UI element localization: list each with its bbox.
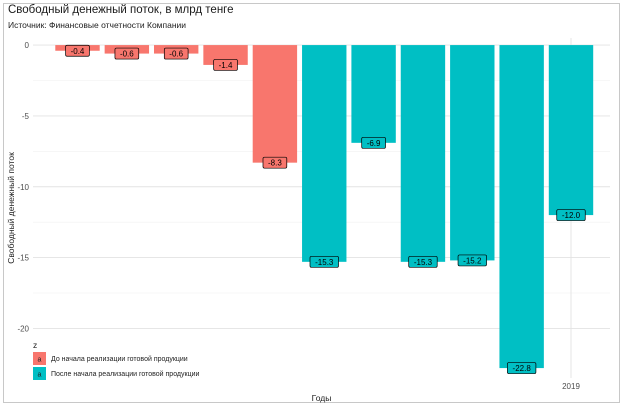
- data-label-box: [213, 59, 238, 71]
- data-label-box: [361, 136, 386, 149]
- data-label-box: [65, 44, 90, 57]
- bar: [302, 45, 347, 262]
- y-axis-title: Свободный денежный поток: [6, 152, 16, 264]
- legend-title: z: [33, 340, 37, 350]
- data-label-box: [408, 255, 438, 268]
- x-tick-label: 2019: [562, 382, 580, 391]
- bar: [252, 45, 298, 163]
- data-label: -15.3: [414, 258, 433, 267]
- data-label: -22.8: [513, 364, 532, 373]
- data-label: -6.9: [367, 139, 381, 148]
- bar: [548, 45, 594, 216]
- legend-swatch: [33, 367, 46, 380]
- data-label: -8.3: [268, 159, 282, 168]
- bar: [499, 45, 544, 369]
- data-label-box: [262, 156, 288, 169]
- y-tick-label: -20: [17, 324, 29, 333]
- y-tick-label: 0: [25, 41, 30, 50]
- data-label: -12.0: [562, 211, 581, 220]
- legend-swatch-glyph: a: [38, 372, 42, 379]
- data-label: -0.4: [71, 47, 85, 56]
- legend-label: После начала реализации готовой продукци…: [51, 370, 200, 378]
- legend-swatch-glyph: a: [38, 357, 42, 364]
- data-label-box: [309, 255, 339, 268]
- data-label: -1.4: [219, 61, 233, 70]
- data-label: -15.3: [315, 258, 334, 267]
- data-label-box: [114, 47, 140, 60]
- data-label: -0.6: [120, 50, 134, 59]
- data-label-box: [556, 209, 586, 221]
- data-label-box: [163, 47, 189, 60]
- y-tick-label: -15: [17, 254, 29, 263]
- bar: [351, 45, 396, 143]
- chart-subtitle: Источник: Финансовые отчетности Компании: [8, 20, 187, 30]
- data-label: -0.6: [169, 50, 183, 59]
- chart-frame: [3, 3, 620, 403]
- y-tick-label: -5: [22, 112, 30, 121]
- bar: [400, 45, 446, 262]
- y-tick-label: -10: [17, 183, 29, 192]
- data-label: -15.2: [463, 256, 482, 265]
- x-axis-title: Годы: [312, 393, 332, 403]
- data-label-box: [457, 254, 487, 267]
- chart-title: Свободный денежный поток, в млрд тенге: [8, 4, 234, 16]
- data-label-box: [507, 362, 537, 374]
- legend-swatch: [33, 352, 46, 365]
- bar: [450, 45, 495, 261]
- legend-label: До начала реализации готовой продукции: [51, 355, 188, 363]
